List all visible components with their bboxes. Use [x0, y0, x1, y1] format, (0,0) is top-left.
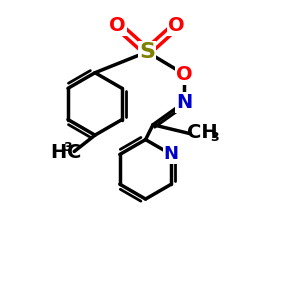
Text: C: C [67, 143, 81, 163]
Text: O: O [109, 16, 126, 35]
Text: O: O [168, 16, 185, 35]
Text: S: S [139, 42, 155, 62]
Text: 3: 3 [210, 131, 219, 144]
Text: 3: 3 [63, 141, 71, 154]
Text: H: H [51, 143, 67, 163]
Text: O: O [176, 65, 193, 84]
Text: N: N [176, 93, 192, 112]
Text: CH: CH [187, 123, 218, 142]
Text: N: N [164, 146, 179, 164]
